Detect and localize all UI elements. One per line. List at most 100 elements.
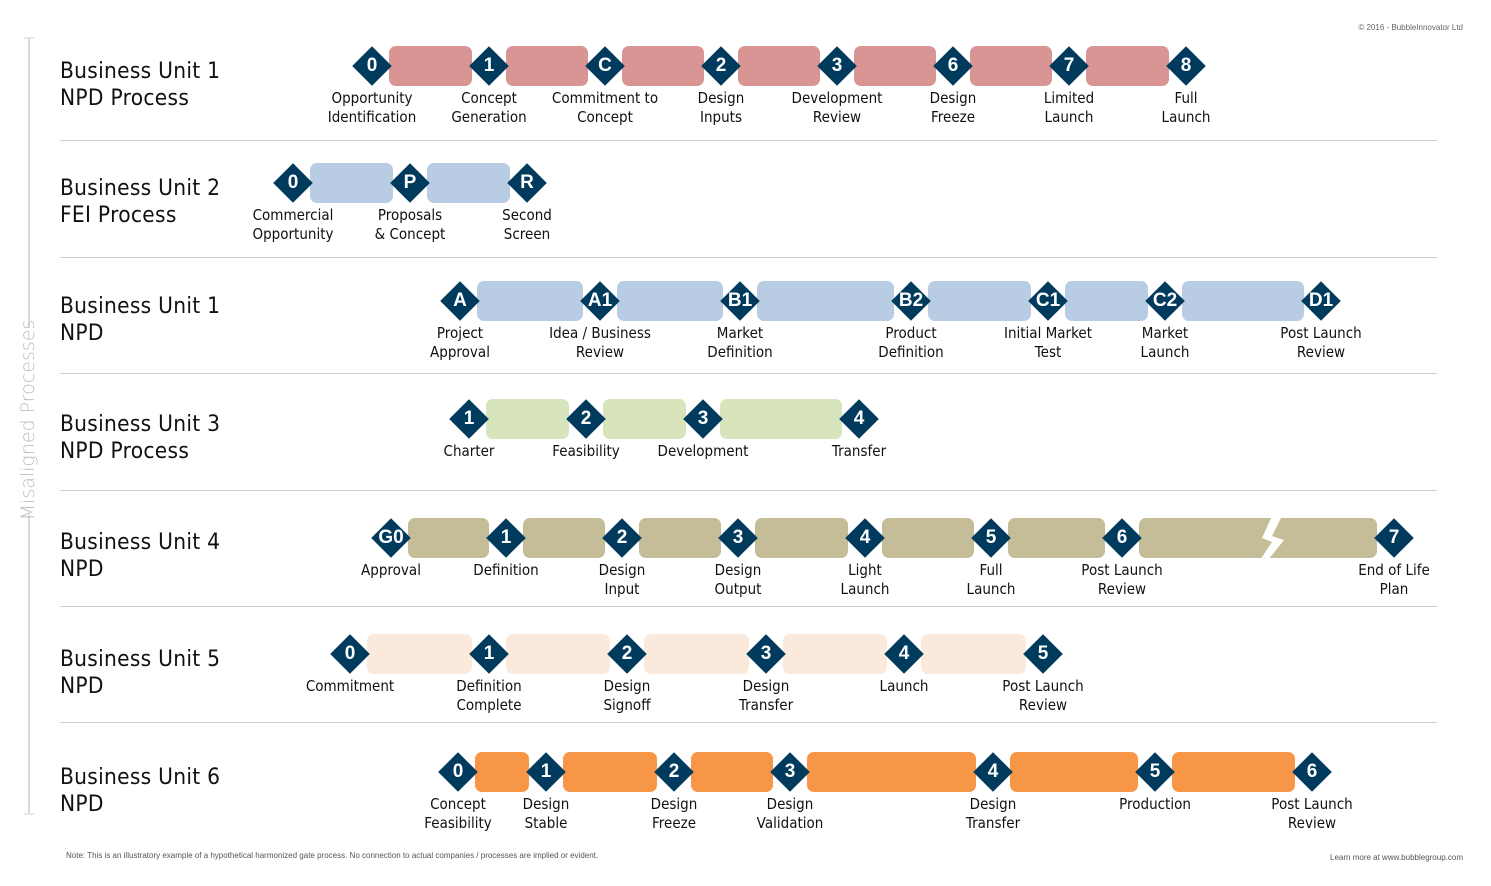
gate-id: 4: [898, 643, 910, 664]
gate-id: 6: [947, 55, 959, 76]
phase-bar: [1065, 281, 1148, 321]
side-bracket-cap-top: [24, 37, 34, 39]
gate-label: Design Stable: [522, 795, 570, 832]
gate-id: 2: [580, 408, 592, 429]
row-divider: [60, 373, 1437, 374]
phase-bar: [475, 752, 529, 792]
phase-bar: [506, 634, 610, 674]
gate-id: B2: [898, 290, 924, 311]
phase-bar: [477, 281, 583, 321]
phase-bar: [563, 752, 657, 792]
gate-label: Post Launch Review: [1002, 677, 1084, 714]
phase-bar: [720, 399, 842, 439]
gate-label: Full Launch: [966, 561, 1016, 598]
gate-id: 7: [1063, 55, 1075, 76]
phase-bar: [755, 518, 848, 558]
gate-label: Full Launch: [1161, 89, 1211, 126]
gate-id: 6: [1306, 761, 1318, 782]
gate-label: End of Life Plan: [1358, 561, 1430, 598]
phase-bar: [408, 518, 489, 558]
phase-bar: [427, 163, 510, 203]
gate-label: Opportunity Identification: [327, 89, 417, 126]
break-icon: [1258, 516, 1292, 560]
phase-bar: [389, 46, 472, 86]
row-title: Business Unit 4 NPD: [60, 530, 221, 582]
row-divider: [60, 490, 1437, 491]
row-title: Business Unit 6 NPD: [60, 765, 221, 817]
phase-bar: [310, 163, 393, 203]
phase-bar: [644, 634, 749, 674]
gate-label: Proposals & Concept: [374, 206, 446, 243]
gate-label: Post Launch Review: [1081, 561, 1163, 598]
gate-label: Commitment to Concept: [551, 89, 659, 126]
gate-label: Transfer: [831, 442, 887, 460]
gate-id: 8: [1180, 55, 1192, 76]
footnote: Note: This is an illustratory example of…: [66, 851, 599, 860]
side-bracket-top: [28, 38, 30, 328]
gate-label: Feasibility: [552, 442, 620, 460]
gate-label: Second Screen: [502, 206, 552, 243]
gate-label: Design Signoff: [603, 677, 651, 714]
gate-id: 2: [715, 55, 727, 76]
row-title: Business Unit 2 FEI Process: [60, 176, 221, 228]
row-title: Business Unit 3 NPD Process: [60, 412, 221, 464]
phase-bar: [603, 399, 686, 439]
side-bracket-bottom: [28, 515, 30, 815]
gate-id: 5: [1149, 761, 1161, 782]
gate-id: 3: [760, 643, 772, 664]
gate-label: Light Launch: [840, 561, 890, 598]
gate-label: Initial Market Test: [1003, 324, 1093, 361]
gate-id: 1: [483, 643, 495, 664]
gate-id: 4: [859, 527, 871, 548]
gate-id: 5: [1037, 643, 1049, 664]
phase-bar: [617, 281, 723, 321]
gate-label: Concept Feasibility: [424, 795, 492, 832]
gate-id: 0: [366, 55, 378, 76]
gate-id: 3: [697, 408, 709, 429]
gate-label: Commitment: [305, 677, 395, 695]
row-title: Business Unit 1 NPD Process: [60, 59, 221, 111]
phase-bar: [807, 752, 976, 792]
phase-bar: [1086, 46, 1169, 86]
side-label: Misaligned Processes: [17, 319, 39, 521]
gate-id: A: [453, 290, 467, 311]
gate-label: Market Definition: [707, 324, 773, 361]
phase-bar: [882, 518, 974, 558]
phase-bar: [691, 752, 773, 792]
gate-label: Concept Generation: [451, 89, 527, 126]
gate-label: Market Launch: [1140, 324, 1190, 361]
row-divider: [60, 257, 1437, 258]
phase-bar: [738, 46, 820, 86]
gate-label: Design Freeze: [929, 89, 977, 126]
phase-bar: [921, 634, 1026, 674]
phase-bar: [970, 46, 1052, 86]
gate-id: 1: [483, 55, 495, 76]
phase-bar: [928, 281, 1031, 321]
row-title: Business Unit 1 NPD: [60, 294, 221, 346]
gate-label: Product Definition: [878, 324, 944, 361]
phase-bar: [523, 518, 605, 558]
gate-label: Development Review: [791, 89, 883, 126]
gate-label: Definition Complete: [456, 677, 522, 714]
phase-bar: [854, 46, 936, 86]
phase-bar: [1172, 752, 1295, 792]
gate-id: 7: [1388, 527, 1400, 548]
gate-label: Charter: [443, 442, 495, 460]
gate-id: 4: [987, 761, 999, 782]
gate-label: Design Input: [598, 561, 646, 598]
gate-id: 2: [616, 527, 628, 548]
phase-bar: [622, 46, 704, 86]
gate-label: Definition: [473, 561, 539, 579]
gate-label: Project Approval: [430, 324, 490, 361]
gate-id: D1: [1308, 290, 1334, 311]
gate-id: C1: [1035, 290, 1061, 311]
gate-label: Post Launch Review: [1280, 324, 1362, 361]
gate-id: 3: [831, 55, 843, 76]
gate-id: 3: [784, 761, 796, 782]
phase-bar: [367, 634, 472, 674]
phase-bar: [1139, 518, 1377, 558]
gate-id: 1: [500, 527, 512, 548]
gate-label: Design Inputs: [697, 89, 745, 126]
row-title: Business Unit 5 NPD: [60, 647, 221, 699]
learn-more-link[interactable]: Learn more at www.bubblegroup.com: [1330, 853, 1463, 862]
